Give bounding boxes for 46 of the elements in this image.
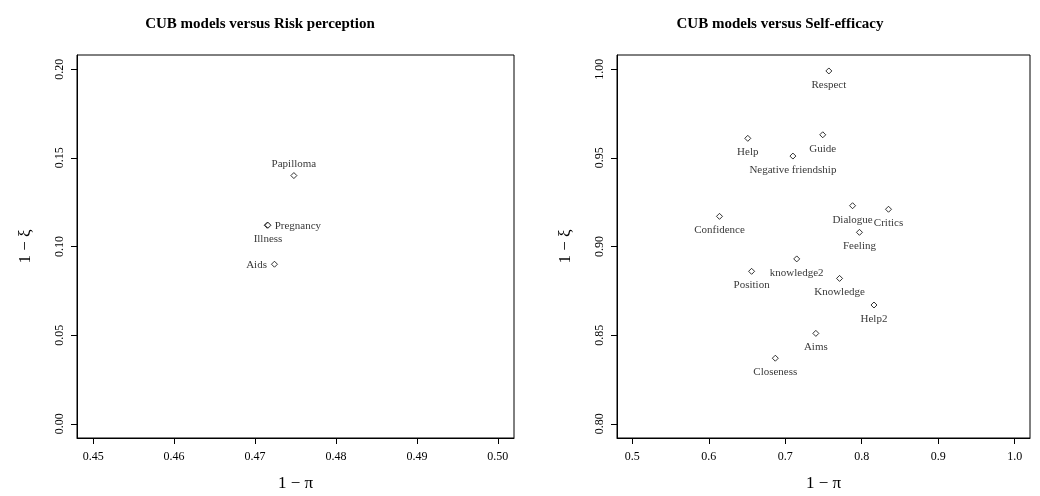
x-tick-label: 0.7 bbox=[777, 449, 793, 463]
y-tick-label: 0.10 bbox=[52, 236, 66, 257]
y-axis-title: 1 − ξ bbox=[15, 229, 34, 264]
chart-title: CUB models versus Self-efficacy bbox=[676, 14, 885, 31]
data-label: Pregnancy bbox=[274, 219, 322, 232]
data-label: Help bbox=[737, 145, 759, 158]
x-tick-label: 0.49 bbox=[406, 449, 428, 463]
x-tick-label: 1.0 bbox=[1007, 449, 1023, 463]
x-tick-label: 0.47 bbox=[244, 449, 266, 463]
data-label: Help2 bbox=[860, 312, 888, 325]
data-label: Position bbox=[733, 278, 771, 291]
data-label: knowledge2 bbox=[769, 265, 824, 278]
x-tick-label: 0.48 bbox=[325, 449, 347, 463]
data-label: Papilloma bbox=[271, 156, 317, 169]
data-label: Closeness bbox=[753, 365, 798, 378]
x-axis-title: 1 − π bbox=[277, 473, 314, 492]
x-tick-label: 0.46 bbox=[163, 449, 185, 463]
y-tick-label: 0.00 bbox=[52, 413, 66, 435]
data-label: Confidence bbox=[694, 223, 745, 236]
x-tick-label: 0.9 bbox=[930, 449, 946, 463]
data-label: Knowledge bbox=[814, 285, 866, 298]
data-label: Negative friendship bbox=[749, 163, 837, 176]
y-tick-label: 1.00 bbox=[592, 58, 606, 80]
y-axis-title: 1 − ξ bbox=[555, 229, 574, 264]
y-tick-label: 0.20 bbox=[52, 58, 66, 80]
x-tick-label: 0.45 bbox=[82, 449, 104, 463]
data-label: Respect bbox=[811, 77, 847, 90]
data-label: Critics bbox=[873, 216, 904, 229]
data-label: Aims bbox=[803, 340, 828, 353]
y-tick-label: 0.85 bbox=[592, 324, 606, 346]
x-axis-title: 1 − π bbox=[805, 473, 842, 492]
x-tick-label: 0.50 bbox=[487, 449, 509, 463]
data-label: Aids bbox=[246, 258, 267, 271]
data-label: Feeling bbox=[842, 239, 877, 252]
data-label: Guide bbox=[809, 141, 837, 154]
x-tick-label: 0.6 bbox=[701, 449, 717, 463]
y-tick-label: 0.15 bbox=[52, 147, 66, 169]
y-tick-label: 0.95 bbox=[592, 147, 606, 169]
x-tick-label: 0.8 bbox=[854, 449, 870, 463]
data-label: Illness bbox=[253, 232, 283, 245]
y-tick-label: 0.90 bbox=[592, 236, 606, 257]
chart-title: CUB models versus Risk perception bbox=[145, 14, 376, 31]
y-tick-label: 0.05 bbox=[52, 324, 66, 346]
y-tick-label: 0.80 bbox=[592, 413, 606, 435]
data-label: Dialogue bbox=[832, 212, 873, 225]
x-tick-label: 0.5 bbox=[624, 449, 640, 463]
